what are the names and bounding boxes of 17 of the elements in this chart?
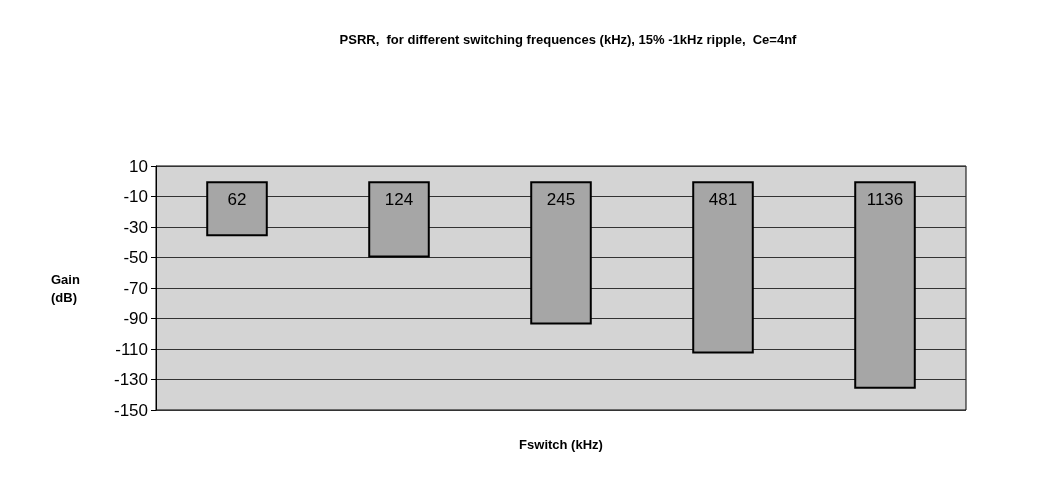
- x-tick-label: 245: [546, 190, 576, 210]
- y-tick-label: 10: [129, 156, 148, 176]
- y-tick-label: -30: [123, 217, 148, 237]
- x-tick-label: 1136: [866, 190, 904, 210]
- y-tick-label: -110: [115, 339, 148, 359]
- y-tick-label: -130: [113, 370, 148, 389]
- x-tick-label: 124: [384, 190, 414, 210]
- y-tick-label: -10: [123, 187, 148, 206]
- x-tick-label: 481: [708, 190, 738, 210]
- x-tick-label: 62: [227, 190, 247, 210]
- y-tick-label: -90: [123, 309, 148, 328]
- y-tick-label: -50: [123, 248, 148, 267]
- y-axis-title: Gain (dB): [51, 271, 80, 305]
- chart-title: PSRR, for different switching frequences (kHz), 15% -1kHz ripple, Ce=4nf: [339, 32, 798, 47]
- y-tick-label: -70: [123, 278, 148, 298]
- x-axis-title: Fswitch (kHz): [519, 437, 603, 452]
- y-tick-label: -150: [113, 400, 148, 420]
